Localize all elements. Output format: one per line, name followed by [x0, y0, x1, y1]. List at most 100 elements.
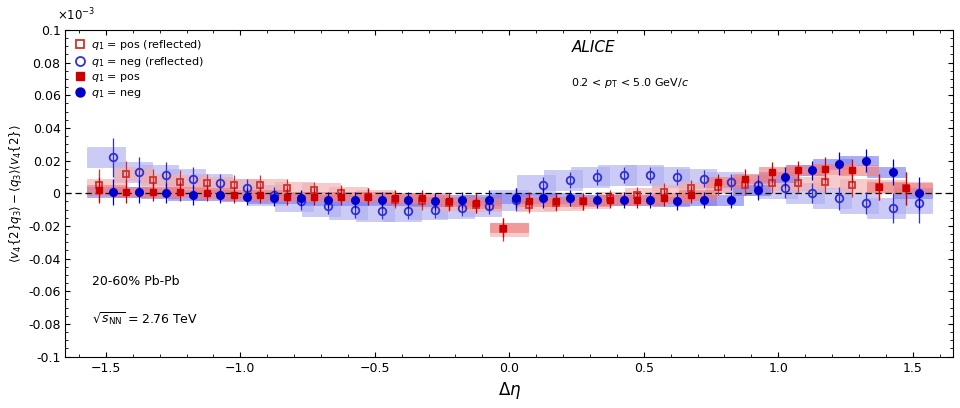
Bar [114, 187, 152, 197]
Bar [410, 193, 447, 203]
Bar [706, 172, 743, 192]
Bar [679, 182, 716, 195]
Bar [732, 175, 770, 195]
Bar [329, 195, 367, 205]
Bar [706, 180, 743, 193]
Bar [222, 179, 259, 192]
Bar [598, 192, 636, 205]
Bar [894, 182, 931, 195]
Bar [141, 187, 179, 197]
Bar [356, 202, 394, 221]
Y-axis label: $\langle v_{4}\{2\}q_{3}\rangle - \langle q_{3}\rangle\langle v_{4}\{2\}\rangle$: $\langle v_{4}\{2\}q_{3}\rangle - \langl… [7, 124, 24, 263]
Bar [437, 197, 474, 206]
Bar [114, 162, 152, 182]
Text: 0.2 < $p_{\rm T}$ < 5.0 GeV/$c$: 0.2 < $p_{\rm T}$ < 5.0 GeV/$c$ [571, 75, 689, 90]
Bar [491, 223, 528, 233]
Bar [598, 195, 636, 205]
Bar [87, 185, 125, 195]
Bar [141, 166, 179, 185]
Bar [114, 187, 152, 197]
Bar [706, 195, 743, 205]
Bar [867, 180, 904, 193]
Bar [571, 195, 609, 208]
Bar [786, 166, 824, 175]
Bar [679, 169, 716, 188]
Text: ALICE: ALICE [571, 40, 615, 55]
Legend: $q_1$ = pos (reflected), $q_1$ = neg (reflected), $q_1$ = pos, $q_1$ = neg: $q_1$ = pos (reflected), $q_1$ = neg (re… [69, 33, 208, 104]
Bar [195, 174, 232, 193]
Bar [222, 192, 259, 202]
Bar [625, 166, 662, 185]
Bar [87, 179, 125, 192]
Bar [813, 159, 851, 169]
Bar [276, 192, 313, 211]
Bar [383, 202, 420, 221]
Bar [437, 198, 474, 218]
Bar [786, 177, 824, 190]
Bar [732, 174, 770, 184]
Bar [168, 187, 205, 197]
Bar [464, 197, 501, 216]
Bar [356, 195, 394, 205]
Bar [571, 167, 609, 187]
Bar [571, 197, 609, 206]
Bar [141, 188, 179, 198]
Bar [329, 187, 367, 200]
Bar [222, 190, 259, 200]
Bar [894, 188, 931, 198]
Bar [732, 179, 770, 192]
Bar [491, 190, 528, 210]
Bar [544, 171, 582, 190]
Bar [652, 185, 689, 198]
Bar [517, 198, 555, 211]
Bar [759, 167, 797, 177]
Bar [302, 197, 340, 216]
Bar [840, 179, 877, 192]
Bar [249, 190, 286, 200]
Bar [383, 193, 420, 203]
Bar [544, 193, 582, 203]
Bar [679, 195, 716, 205]
Bar [894, 184, 931, 193]
Bar [249, 193, 286, 203]
X-axis label: $\Delta\eta$: $\Delta\eta$ [497, 380, 521, 401]
Bar [410, 197, 447, 206]
Bar [840, 155, 877, 166]
Bar [410, 195, 447, 208]
Bar [840, 193, 877, 213]
Bar [383, 193, 420, 206]
Bar [168, 169, 205, 188]
Bar [867, 167, 904, 177]
Bar [652, 193, 689, 203]
Bar [652, 197, 689, 206]
Bar [517, 175, 555, 195]
Bar [652, 167, 689, 187]
Bar [195, 188, 232, 198]
Bar [732, 185, 770, 195]
Bar [625, 188, 662, 202]
Bar [302, 184, 340, 197]
Bar [867, 198, 904, 218]
Bar [544, 197, 582, 206]
Bar [87, 147, 125, 167]
Bar [679, 190, 716, 200]
Bar [114, 167, 152, 180]
Bar [464, 195, 501, 205]
Bar [813, 188, 851, 208]
Bar [759, 177, 797, 190]
Bar [813, 175, 851, 188]
Text: 20-60% Pb-Pb: 20-60% Pb-Pb [92, 275, 180, 288]
Bar [437, 195, 474, 205]
Bar [276, 182, 313, 195]
Bar [276, 192, 313, 202]
Bar [410, 200, 447, 220]
Bar [625, 195, 662, 205]
Bar [786, 184, 824, 203]
Bar [867, 182, 904, 192]
Bar [625, 195, 662, 205]
Text: $\sqrt{s_{\rm NN}}$ = 2.76 TeV: $\sqrt{s_{\rm NN}}$ = 2.76 TeV [92, 311, 198, 328]
Bar [598, 166, 636, 185]
Bar [894, 193, 931, 213]
Bar [356, 190, 394, 203]
Bar [544, 197, 582, 210]
